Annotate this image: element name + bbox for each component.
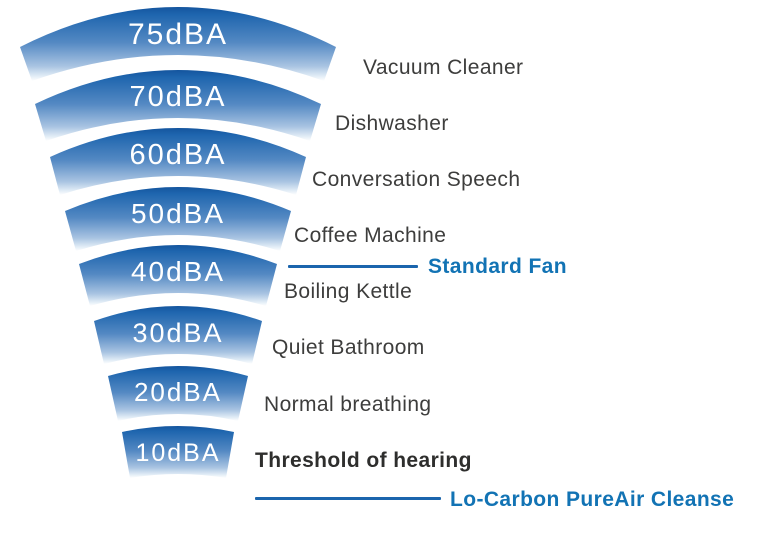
band-label-30dba: 30dBA	[132, 318, 223, 348]
band-arc-70dba	[35, 70, 321, 141]
band-arc-75dba	[20, 7, 336, 81]
band-label-10dba: 10dBA	[135, 439, 220, 467]
fan-bands-group: 75dBA 70dBA 60dBA 50dBA 40dBA 30dBA 20dBA 10dBA	[20, 7, 336, 478]
note-dishwasher: Dishwasher	[335, 112, 449, 135]
band-arc-60dba	[50, 128, 306, 195]
band-label-75dba: 75dBA	[128, 18, 228, 51]
band-arc-50dba	[65, 187, 291, 251]
callout-lo-carbon-pureair-cleanse: Lo-Carbon PureAir Cleanse	[450, 488, 735, 511]
band-arc-10dba	[122, 426, 234, 478]
note-boiling-kettle: Boiling Kettle	[284, 280, 413, 303]
band-label-70dba: 70dBA	[129, 81, 226, 113]
note-threshold-of-hearing: Threshold of hearing	[255, 449, 472, 472]
callout-standard-fan: Standard Fan	[428, 255, 567, 278]
note-coffee-machine: Coffee Machine	[294, 224, 447, 247]
standard-fan-callout-line	[288, 265, 418, 268]
band-label-50dba: 50dBA	[131, 198, 225, 229]
band-label-60dba: 60dBA	[129, 139, 226, 171]
band-label-40dba: 40dBA	[131, 256, 225, 287]
band-arc-40dba	[79, 245, 277, 306]
band-label-20dba: 20dBA	[134, 377, 222, 407]
note-normal-breathing: Normal breathing	[264, 393, 432, 416]
note-conversation-speech: Conversation Speech	[312, 168, 521, 191]
note-quiet-bathroom: Quiet Bathroom	[272, 336, 425, 359]
note-vacuum-cleaner: Vacuum Cleaner	[363, 56, 524, 79]
band-arc-20dba	[108, 366, 248, 421]
band-arc-30dba	[94, 306, 262, 364]
lo-carbon-callout-line	[255, 497, 441, 500]
